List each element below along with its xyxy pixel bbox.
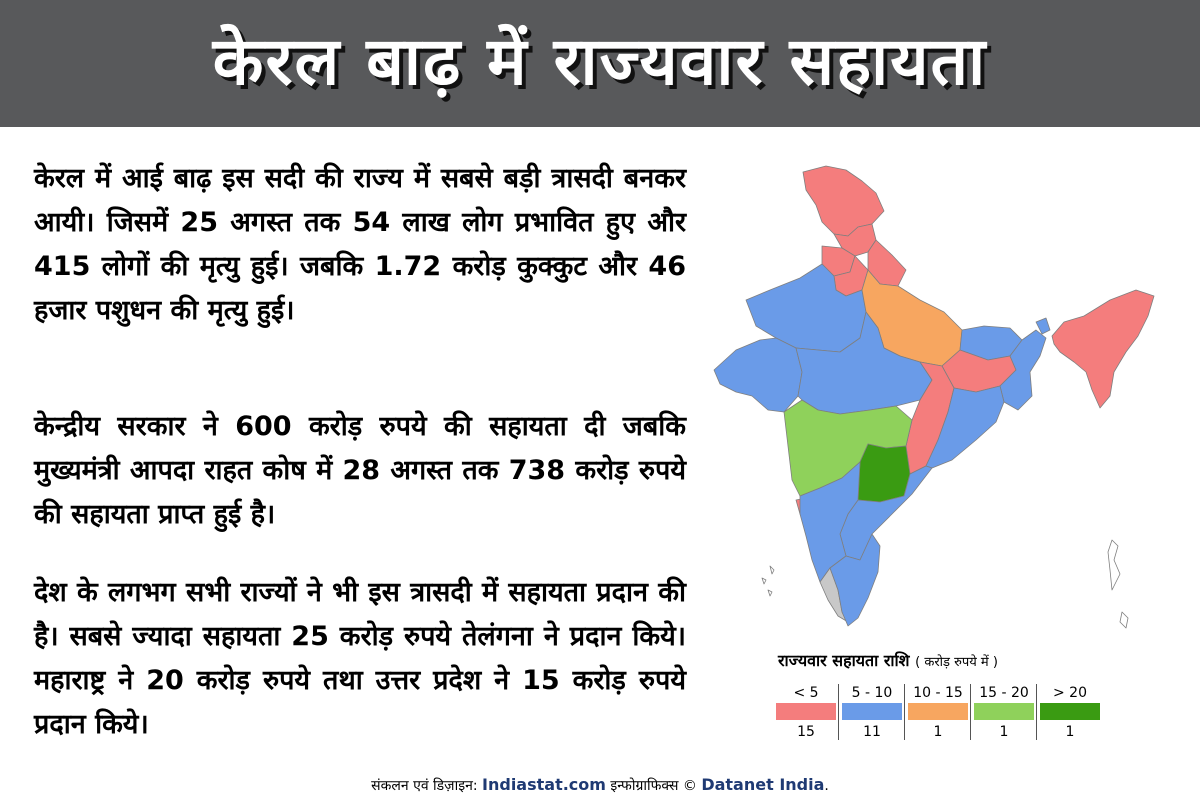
- legend-count: 1: [933, 724, 943, 740]
- legend-swatch: [1040, 703, 1100, 720]
- legend-divider: [838, 684, 839, 740]
- legend-unit: ( करोड़ रुपये में ): [915, 655, 998, 670]
- legend-divider: [1036, 684, 1037, 740]
- nicobar-islands: [1119, 611, 1129, 629]
- state-tamil-nadu: [829, 533, 881, 627]
- legend-count: 11: [863, 724, 881, 740]
- legend-count: 15: [797, 724, 815, 740]
- state-northeast: [1051, 289, 1155, 409]
- legend-range: 10 - 15: [913, 685, 963, 701]
- legend-count: 1: [1065, 724, 1075, 740]
- state-karnataka: [799, 461, 861, 583]
- state-sikkim: [1035, 317, 1051, 335]
- legend-swatch: [776, 703, 836, 720]
- footer-brand-datanet: Datanet India: [701, 775, 825, 794]
- india-map: [713, 165, 1155, 629]
- legend-item: 15 - 20 1: [974, 683, 1034, 740]
- legend-divider: [970, 684, 971, 740]
- footer-suffix: .: [824, 778, 829, 794]
- legend-range: < 5: [793, 685, 819, 701]
- legend-range: 15 - 20: [979, 685, 1029, 701]
- state-west-bengal: [999, 329, 1047, 411]
- legend-range: 5 - 10: [851, 685, 893, 701]
- legend-item: 10 - 15 1: [908, 683, 968, 740]
- legend-item: < 5 15: [776, 683, 836, 740]
- legend-swatch: [908, 703, 968, 720]
- page-title: केरल बाढ़ में राज्यवार सहायता: [212, 23, 988, 100]
- footer-credit: संकलन एवं डिज़ाइन: Indiastat.com इन्फोग्…: [0, 775, 1200, 795]
- legend-title: राज्यवार सहायता राशि ( करोड़ रुपये में ): [778, 649, 1108, 671]
- andaman-islands: [1107, 539, 1121, 591]
- legend-item: > 20 1: [1040, 683, 1100, 740]
- legend-swatch: [842, 703, 902, 720]
- footer-prefix: संकलन एवं डिज़ाइन:: [371, 778, 478, 794]
- legend-item: 5 - 10 11: [842, 683, 902, 740]
- legend-divider: [904, 684, 905, 740]
- legend-count: 1: [999, 724, 1009, 740]
- footer-middle: इन्फोग्राफिक्स ©: [610, 778, 697, 794]
- legend-range: > 20: [1053, 685, 1087, 701]
- lakshadweep-islands: [761, 565, 775, 597]
- header-bar: केरल बाढ़ में राज्यवार सहायता: [0, 0, 1200, 127]
- state-telangana: [857, 443, 911, 503]
- paragraph-flood-impact: केरल में आई बाढ़ इस सदी की राज्य में सबस…: [34, 163, 686, 326]
- state-gujarat: [713, 337, 803, 413]
- paragraph-central-aid: केन्द्रीय सरकार ने 600 करोड़ रुपये की सह…: [34, 411, 686, 530]
- legend-swatch: [974, 703, 1034, 720]
- footer-brand-indiastat: Indiastat.com: [482, 775, 606, 794]
- legend-title-text: राज्यवार सहायता राशि: [778, 651, 910, 670]
- paragraph-state-aid: देश के लगभग सभी राज्यों ने भी इस त्रासदी…: [34, 577, 686, 740]
- state-odisha: [925, 385, 1005, 469]
